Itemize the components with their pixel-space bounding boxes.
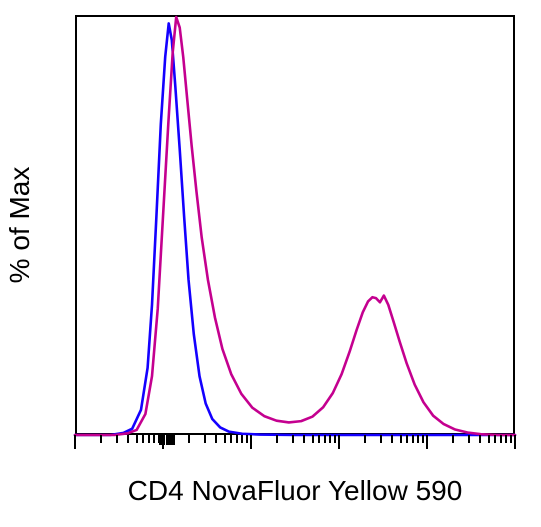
x-tick [380,435,382,443]
x-tick [127,435,129,443]
x-tick [500,435,502,443]
series-cd4-stained [75,17,515,435]
x-tick [406,435,408,443]
x-tick [188,435,190,443]
x-tick [312,435,314,443]
x-tick [250,435,252,449]
x-tick [324,435,326,443]
x-tick [230,435,232,443]
x-tick [417,435,419,443]
x-tick [292,435,294,443]
x-tick [303,435,305,443]
x-tick [412,435,414,443]
x-tick [215,435,217,443]
x-axis-label: CD4 NovaFluor Yellow 590 [128,475,463,507]
x-tick [148,435,150,443]
x-tick [338,435,340,449]
x-tick [74,435,76,449]
x-tick [241,435,243,443]
x-tick [100,435,102,443]
x-tick [422,435,424,443]
x-tick [329,435,331,443]
histogram-curves [75,15,515,435]
x-tick [468,435,470,443]
x-tick [318,435,320,443]
x-tick [153,435,155,443]
x-tick [494,435,496,443]
y-axis-label: % of Max [4,167,36,284]
x-tick [505,435,507,443]
series-control [75,23,515,435]
x-tick [246,435,248,443]
x-tick [276,435,278,443]
x-tick [334,435,336,443]
x-tick [452,435,454,443]
x-tick [426,435,428,449]
x-tick [224,435,226,443]
x-tick [142,435,144,443]
x-tick [236,435,238,443]
x-tick [400,435,402,443]
x-tick [488,435,490,443]
x-tick [514,435,516,449]
x-tick [391,435,393,443]
chart-container: % of Max CD4 NovaFluor Yellow 590 [0,0,541,527]
x-tick [510,435,512,443]
x-tick [479,435,481,443]
x-tick [116,435,118,443]
rug-mark [172,435,175,445]
x-tick [364,435,366,443]
x-tick [136,435,138,443]
x-tick [204,435,206,443]
